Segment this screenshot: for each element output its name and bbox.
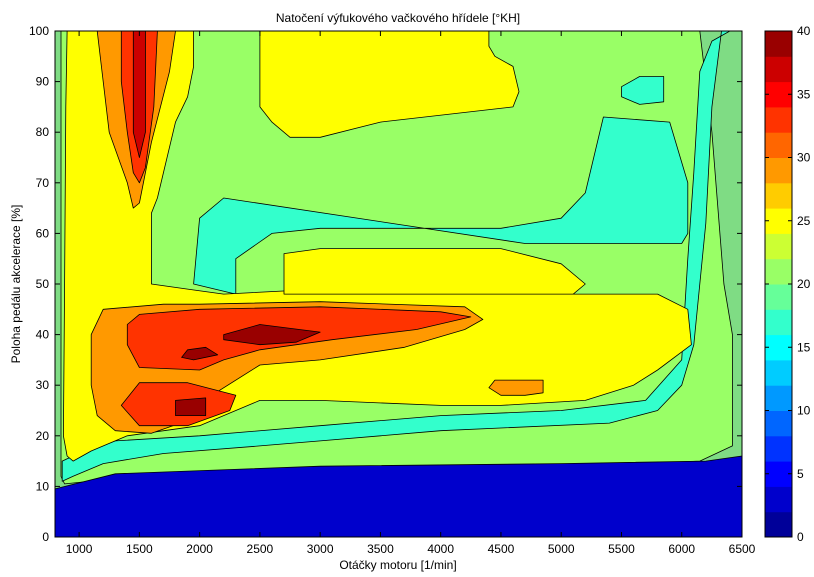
colorbar-tick-label: 25 [797,214,811,228]
y-tick-label: 10 [36,479,50,493]
colorbar: 0 5 10 15 20 25 30 35 40 [764,24,811,544]
colorbar-tick-label: 10 [797,404,811,418]
x-tick-label: 6000 [668,542,695,556]
y-tick-label: 60 [36,226,50,240]
colorbar-level [765,284,792,310]
colorbar-tick-label: 40 [797,24,811,38]
contour-region-16 [181,346,219,361]
y-axis: 0 10 20 30 40 50 60 70 80 90 100 [29,24,742,544]
chart-title: Natočení výfukového vačkového hřídele [°… [276,11,520,25]
colorbar-level [765,359,792,386]
colorbar-tick-label: 35 [797,87,811,101]
colorbar-level [765,461,792,487]
x-axis-label: Otáčky motoru [1/min] [339,558,456,572]
x-tick-label: 4500 [488,542,515,556]
colorbar-level [765,511,792,538]
colorbar-level [765,81,792,108]
contour-regions [55,31,742,537]
contour-region-10 [488,379,544,396]
colorbar-tick-label: 20 [797,277,811,291]
colorbar-tick-label: 30 [797,151,811,165]
y-tick-label: 30 [36,378,50,392]
colorbar-level [765,233,792,260]
y-tick-label: 80 [36,125,50,139]
colorbar-tick-label: 5 [797,467,804,481]
y-tick-label: 50 [36,277,50,291]
contour-region-14 [132,31,146,158]
colorbar-level [765,486,792,513]
x-tick-label: 1500 [126,542,153,556]
colorbar-level [765,410,792,437]
y-tick-label: 40 [36,328,50,342]
contour-region-6 [259,31,520,138]
colorbar-level [765,182,792,209]
contour-region-7 [283,248,586,295]
y-tick-label: 20 [36,429,50,443]
colorbar-level [765,334,792,361]
x-tick-label: 2000 [186,542,213,556]
colorbar-level [765,208,792,234]
y-axis-label: Poloha pedálu akcelerace [%] [9,205,23,364]
x-tick-label: 3500 [367,542,394,556]
y-tick-label: 70 [36,176,50,190]
contour-region-18 [55,455,742,537]
x-tick-label: 4000 [427,542,454,556]
contour-region-15 [223,324,321,346]
colorbar-tick-label: 15 [797,340,811,354]
y-tick-label: 0 [42,530,49,544]
colorbar-level [765,56,792,83]
contour-region-17 [175,397,207,417]
x-tick-label: 5000 [548,542,575,556]
colorbar-tick-label: 0 [797,530,804,544]
x-tick-label: 3000 [307,542,334,556]
x-tick-label: 6500 [729,542,756,556]
colorbar-level [765,309,792,336]
contour-region-3 [193,116,689,295]
x-tick-label: 5500 [608,542,635,556]
colorbar-level [765,385,792,411]
x-tick-label: 2500 [247,542,274,556]
colorbar-level [765,106,792,133]
colorbar-level [765,157,792,184]
colorbar-level [765,258,792,285]
colorbar-level [765,435,792,462]
colorbar-level [765,31,792,57]
colorbar-level [765,132,792,158]
y-tick-label: 90 [36,75,50,89]
x-tick-label: 1000 [66,542,93,556]
contour-region-2 [621,76,665,105]
x-axis: 1000 1500 2000 2500 3000 3500 4000 4500 5000 5500… [66,31,756,556]
y-tick-label: 100 [29,24,49,38]
